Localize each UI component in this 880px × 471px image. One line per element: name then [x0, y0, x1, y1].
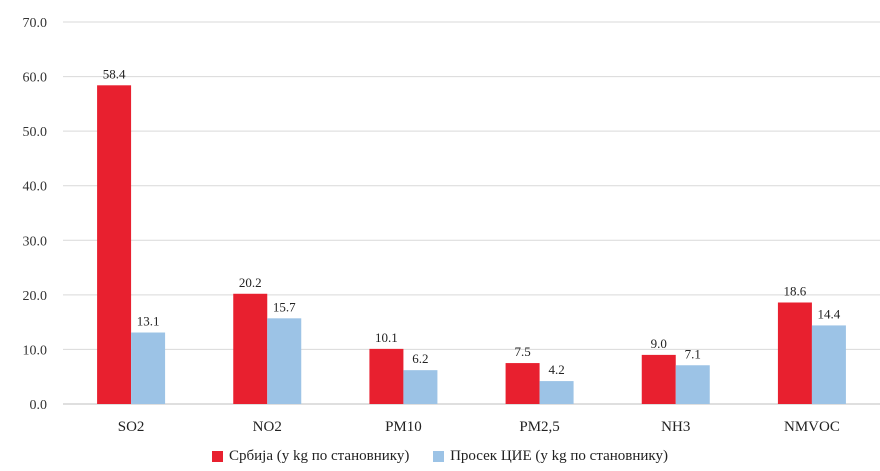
y-tick-label: 70.0	[23, 16, 48, 31]
x-axis-categories: SO2 NO2 PM10 PM2,5 NH3 NMVOC	[118, 419, 840, 435]
bar-series-2-no2	[267, 318, 302, 404]
bar-series-2-nmvoc	[811, 325, 846, 404]
data-label: 4.2	[548, 362, 564, 377]
bar-series-2-so2	[131, 332, 166, 404]
data-label: 10.1	[375, 330, 398, 345]
y-tick-label: 30.0	[23, 234, 48, 249]
x-category-label: PM10	[385, 419, 422, 435]
data-label: 9.0	[651, 336, 667, 351]
data-label: 58.4	[103, 66, 126, 81]
legend-swatch-series-2	[433, 451, 445, 462]
x-category-label: SO2	[118, 419, 145, 435]
legend-label-series-1: Србија (у kg по становнику)	[229, 448, 410, 464]
data-label: 18.6	[784, 283, 807, 298]
y-tick-label: 40.0	[23, 180, 48, 195]
y-tick-label: 60.0	[23, 71, 48, 86]
bar-series-2-nh3	[675, 365, 710, 404]
bar-series-1-nh3	[641, 354, 676, 404]
x-category-label: NH3	[661, 419, 690, 435]
y-tick-label: 10.0	[23, 343, 48, 358]
legend: Србија (у kg по становнику) Просек ЦИЕ (…	[0, 448, 880, 467]
data-label: 7.5	[514, 344, 530, 359]
bar-series-1-pm10	[369, 348, 404, 404]
data-label: 14.4	[818, 306, 841, 321]
legend-item-series-2: Просек ЦИЕ (у kg по становнику)	[433, 448, 668, 465]
data-label: 7.1	[685, 346, 701, 361]
data-label: 6.2	[412, 351, 428, 366]
data-labels: 58.4 13.1 20.2 15.7 10.1 6.2 7.5 4.2 9.0 7.1 18.6 1…	[103, 66, 841, 377]
data-label: 13.1	[137, 314, 160, 329]
bar-series-1-so2	[97, 85, 132, 404]
y-tick-label: 50.0	[23, 125, 48, 140]
x-category-label: PM2,5	[519, 419, 559, 435]
gridlines	[63, 21, 880, 405]
bar-series-2-pm2-5	[539, 381, 574, 404]
bar-series-1-nmvoc	[777, 302, 812, 404]
bar-series-1-pm2-5	[505, 363, 540, 404]
y-tick-label: 0.0	[30, 398, 48, 413]
legend-swatch-series-1	[212, 451, 224, 462]
x-category-label: NMVOC	[784, 419, 840, 435]
data-label: 15.7	[273, 299, 296, 314]
y-axis-ticks: 0.0 10.0 20.0 30.0 40.0 50.0 60.0 70.0	[23, 16, 48, 413]
bars	[97, 85, 846, 404]
bar-chart: 0.0 10.0 20.0 30.0 40.0 50.0 60.0 70.0 58.4 13.1…	[23, 16, 880, 435]
legend-label-series-2: Просек ЦИЕ (у kg по становнику)	[450, 448, 668, 464]
bar-series-1-no2	[233, 293, 268, 404]
bar-series-2-pm10	[403, 370, 438, 404]
x-category-label: NO2	[253, 419, 282, 435]
data-label: 20.2	[239, 275, 262, 290]
legend-item-series-1: Србија (у kg по становнику)	[212, 448, 409, 465]
y-tick-label: 20.0	[23, 289, 48, 304]
